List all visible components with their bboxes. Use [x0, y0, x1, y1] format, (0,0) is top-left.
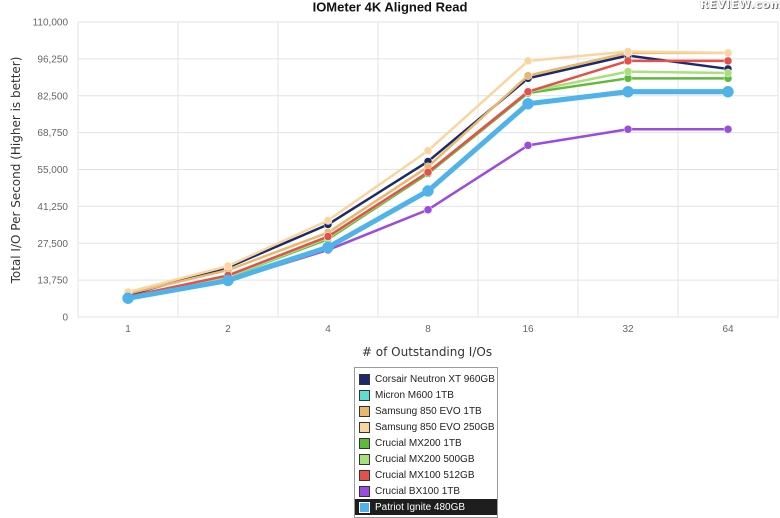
legend-label: Patriot Ignite 480GB	[375, 501, 466, 513]
legend-swatch	[359, 469, 370, 481]
legend-item[interactable]: Micron M600 1TB	[355, 387, 497, 403]
data-point[interactable]	[622, 85, 634, 98]
chart-legend: Corsair Neutron XT 960GB Micron M600 1TB S…	[354, 367, 498, 518]
x-tick-label: 1	[125, 324, 131, 335]
legend-item[interactable]: Crucial BX100 1TB	[355, 483, 497, 499]
data-point[interactable]	[323, 216, 333, 225]
legend-swatch	[359, 373, 370, 385]
legend-label: Crucial MX100 512GB	[375, 469, 475, 481]
brand-logo: REVIEW.com	[700, 0, 780, 11]
y-tick-label: 55,000	[37, 165, 68, 176]
data-point[interactable]	[722, 85, 734, 98]
y-axis-title: Total I/O Per Second (Higher is better)	[9, 57, 23, 285]
legend-label: Corsair Neutron XT 960GB	[375, 373, 495, 385]
legend-swatch	[359, 485, 370, 497]
x-axis-ticks: 1 2 4 8 16 32 64	[125, 324, 734, 335]
legend-swatch	[359, 405, 370, 417]
x-axis-title: # of Outstanding I/Os	[362, 345, 492, 359]
data-point[interactable]	[623, 56, 633, 66]
series-crucial-mx200-500gb	[123, 67, 733, 302]
y-tick-label: 110,000	[33, 18, 69, 29]
data-point[interactable]	[623, 125, 633, 134]
data-point[interactable]	[223, 261, 233, 271]
data-point[interactable]	[523, 71, 533, 80]
legend-item[interactable]: Crucial MX200 500GB	[355, 451, 497, 467]
y-tick-label: 27,500	[37, 239, 68, 250]
data-point[interactable]	[422, 185, 434, 197]
legend-swatch	[359, 437, 370, 449]
legend-item[interactable]: Samsung 850 EVO 250GB	[355, 419, 497, 435]
data-point[interactable]	[423, 167, 433, 177]
data-point[interactable]	[523, 87, 533, 96]
x-tick-label: 32	[622, 324, 634, 335]
legend-item[interactable]: Samsung 850 EVO 1TB	[355, 403, 497, 419]
x-tick-label: 4	[325, 324, 331, 335]
legend-item[interactable]: Crucial MX100 512GB	[355, 467, 497, 483]
y-tick-label: 13,750	[37, 276, 68, 287]
legend-label: Micron M600 1TB	[375, 389, 454, 401]
x-tick-label: 16	[522, 324, 534, 335]
legend-item[interactable]: Crucial MX200 1TB	[355, 435, 497, 451]
legend-swatch	[359, 453, 370, 465]
data-point[interactable]	[523, 141, 533, 150]
data-point[interactable]	[522, 98, 534, 110]
y-tick-label: 82,500	[37, 91, 68, 102]
data-point[interactable]	[623, 47, 633, 56]
y-tick-label: 41,250	[37, 202, 68, 213]
legend-label: Samsung 850 EVO 250GB	[375, 421, 495, 433]
data-point[interactable]	[423, 146, 433, 155]
legend-label: Samsung 850 EVO 1TB	[375, 405, 482, 417]
data-point[interactable]	[723, 56, 733, 66]
x-tick-label: 2	[225, 324, 231, 335]
series-samsung-850-evo-250gb	[123, 47, 733, 297]
data-point[interactable]	[222, 274, 234, 287]
series-patriot-ignite-480gb	[122, 85, 734, 304]
y-tick-label: 68,750	[37, 128, 68, 139]
legend-swatch	[359, 389, 370, 401]
y-axis-ticks: 0 13,750 27,500 41,250 55,000 68,750 82,500 96,…	[33, 18, 69, 324]
data-point[interactable]	[122, 292, 134, 304]
legend-label: Crucial MX200 1TB	[375, 437, 462, 449]
data-point[interactable]	[723, 48, 733, 58]
x-tick-label: 64	[722, 324, 734, 335]
data-point[interactable]	[723, 125, 733, 134]
legend-item[interactable]: Patriot Ignite 480GB	[355, 499, 497, 515]
data-point[interactable]	[623, 67, 633, 76]
data-point[interactable]	[523, 56, 533, 66]
data-point[interactable]	[723, 68, 733, 78]
legend-label: Crucial MX200 500GB	[375, 453, 475, 465]
chart-title: IOMeter 4K Aligned Read	[313, 0, 468, 15]
data-point[interactable]	[423, 205, 433, 214]
legend-swatch	[359, 501, 370, 513]
series-line	[127, 70, 729, 299]
series-lines	[122, 47, 734, 304]
x-tick-label: 8	[425, 324, 431, 335]
data-point[interactable]	[322, 241, 334, 254]
data-point[interactable]	[323, 232, 333, 241]
y-tick-label: 96,250	[37, 54, 68, 65]
legend-swatch	[359, 421, 370, 433]
legend-label: Crucial BX100 1TB	[375, 485, 461, 497]
legend-item[interactable]: Corsair Neutron XT 960GB	[355, 371, 497, 387]
y-tick-label: 0	[62, 313, 68, 324]
